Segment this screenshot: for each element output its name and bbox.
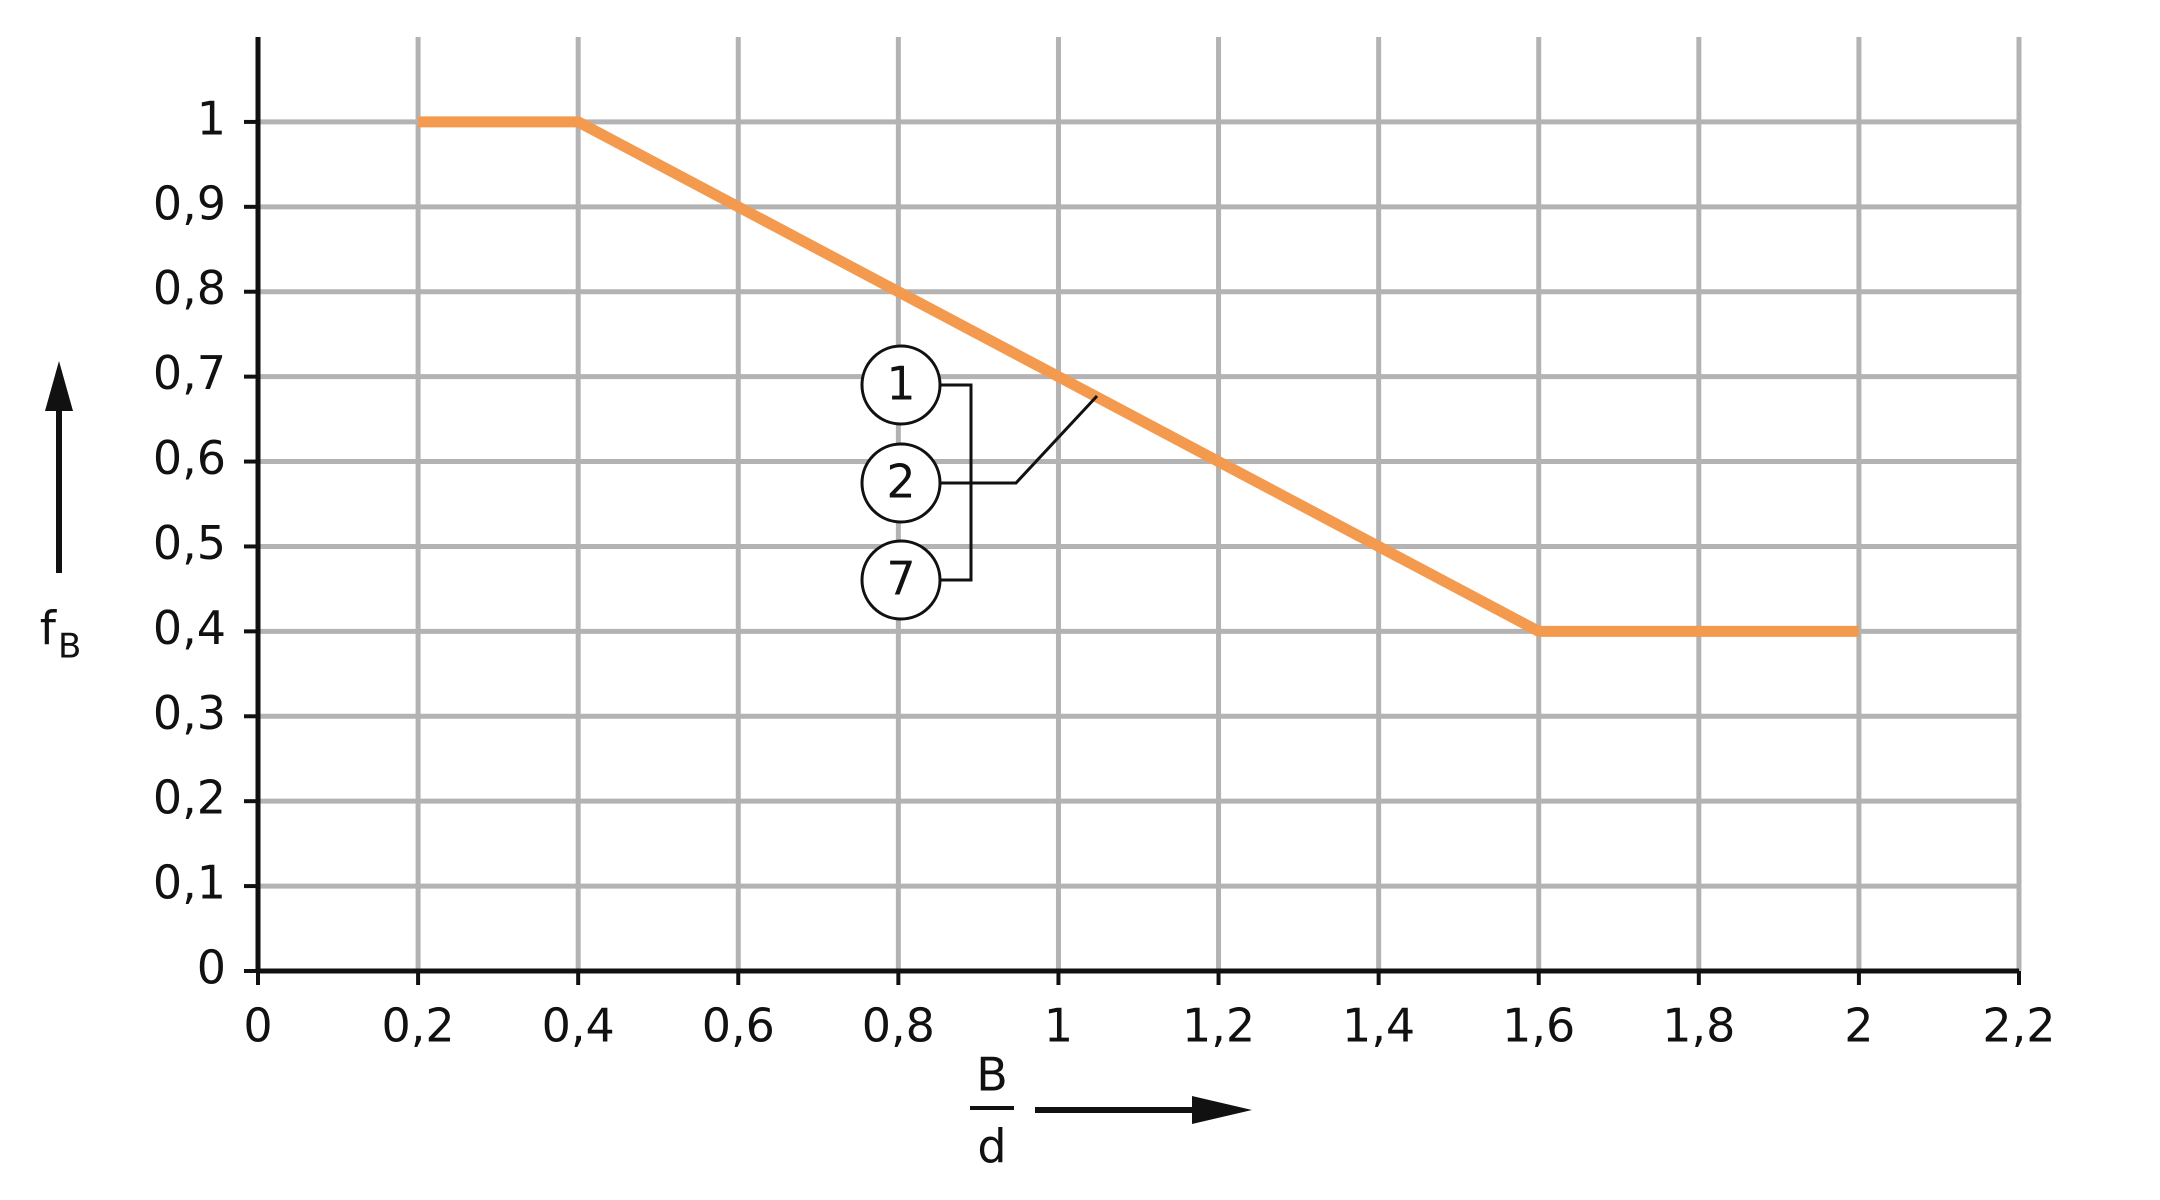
x-tick-label: 2 [1844, 999, 1873, 1053]
y-tick-label: 0,8 [153, 261, 226, 315]
x-tick-label: 1,2 [1182, 999, 1255, 1053]
x-tick-label: 0 [243, 999, 272, 1053]
x-tick-label: 0,2 [382, 999, 455, 1053]
x-tick-label: 1 [1044, 999, 1073, 1053]
x-arrow-head [1192, 1096, 1252, 1124]
x-tick-label: 0,4 [542, 999, 615, 1053]
callout-label: 7 [886, 552, 915, 606]
callout-label: 1 [886, 357, 915, 411]
y-tick-label: 0,5 [153, 516, 226, 570]
callout-label: 2 [886, 455, 915, 509]
data-line [418, 116, 1859, 637]
x-tick-label: 1,4 [1342, 999, 1415, 1053]
callout-bracket [940, 383, 1099, 582]
callout-circle [860, 539, 942, 621]
x-tick-label: 1,6 [1502, 999, 1575, 1053]
x-label-numerator: B [976, 1048, 1008, 1102]
y-tick-label: 0,2 [153, 771, 226, 825]
y-tick-label: 0,1 [153, 856, 226, 910]
callout-circle [860, 344, 942, 426]
x-tick-label: 0,8 [862, 999, 935, 1053]
y-tick-label: 1 [197, 91, 226, 145]
y-tick-label: 0,9 [153, 176, 226, 230]
callout-circle [860, 442, 942, 524]
x-tick-label: 2,2 [1982, 999, 2055, 1053]
y-tick-label: 0,6 [153, 431, 226, 485]
y-tick-label: 0,3 [153, 686, 226, 740]
y-tick-label: 0,4 [153, 601, 226, 655]
y-label-sub: B [58, 627, 81, 667]
y-label: f [40, 602, 58, 656]
x-tick-label: 0,6 [702, 999, 775, 1053]
x-tick-label: 1,8 [1662, 999, 1735, 1053]
x-label-denominator: d [977, 1120, 1006, 1174]
y-tick-label: 0 [197, 941, 226, 995]
y-tick-label: 0,7 [153, 346, 226, 400]
y-arrow-head [45, 361, 73, 411]
